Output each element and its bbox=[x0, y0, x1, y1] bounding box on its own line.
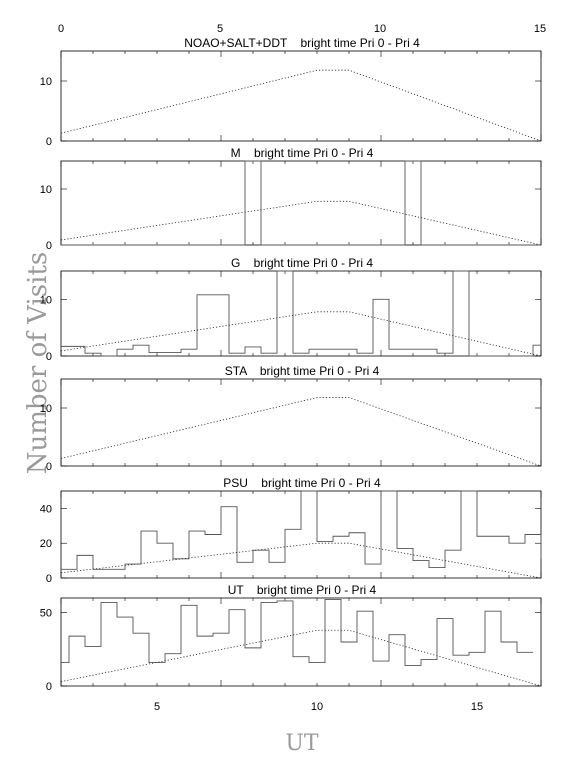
panel-title: G bright time Pri 0 - Pri 4 bbox=[231, 256, 373, 270]
expected-curve bbox=[60, 200, 542, 246]
panel: 0 10 STA bright time Pri 0 - Pri 4 bbox=[40, 364, 542, 473]
panel-frame bbox=[60, 160, 542, 246]
y-tick-label: 10 bbox=[40, 184, 52, 196]
y-tick-label: 0 bbox=[46, 136, 52, 148]
y-tick-label: 20 bbox=[40, 538, 52, 550]
y-tick-label: 0 bbox=[46, 573, 52, 585]
panel-title: M bright time Pri 0 - Pri 4 bbox=[231, 146, 374, 160]
top-axis-tick-label: 5 bbox=[217, 23, 223, 35]
histogram-series bbox=[61, 160, 541, 246]
y-tick-label: 0 bbox=[46, 240, 52, 252]
bottom-axis-tick-label: 10 bbox=[311, 701, 323, 713]
panel-frame bbox=[60, 270, 542, 357]
bottom-axis: 5 10 15 bbox=[154, 701, 483, 713]
top-axis-tick-label: 15 bbox=[534, 23, 546, 35]
panel-title: STA bright time Pri 0 - Pri 4 bbox=[225, 364, 380, 378]
panel-frame bbox=[60, 378, 542, 467]
bottom-axis-tick-label: 15 bbox=[471, 701, 483, 713]
expected-curve bbox=[60, 542, 542, 579]
top-axis-tick-label: 10 bbox=[374, 23, 386, 35]
panel: 0 10 NOAO+SALT+DDT bright time Pri 0 - Pri… bbox=[40, 36, 542, 148]
panel: 0 20 40 PSU bright time Pri 0 - Pri 4 bbox=[40, 476, 542, 585]
panels: 0 10 NOAO+SALT+DDT bright time Pri 0 - Pri… bbox=[40, 36, 542, 693]
top-axis-tick-label: 0 bbox=[58, 23, 64, 35]
y-tick-label: 0 bbox=[46, 681, 52, 693]
y-tick-label: 0 bbox=[46, 351, 52, 363]
bottom-axis-tick-label: 5 bbox=[154, 701, 160, 713]
y-tick-label: 40 bbox=[40, 503, 52, 515]
panel-frame bbox=[60, 597, 542, 687]
panel: 0 10 M bright time Pri 0 - Pri 4 bbox=[40, 146, 542, 252]
panel-title: PSU bright time Pri 0 - Pri 4 bbox=[223, 476, 381, 490]
panel: 0 50 UT bright time Pri 0 - Pri 4 bbox=[40, 583, 542, 693]
y-tick-label: 50 bbox=[40, 608, 52, 620]
histogram-series bbox=[61, 270, 541, 357]
y-tick-label: 10 bbox=[40, 294, 52, 306]
panel-frame bbox=[60, 50, 542, 142]
panel-title: UT bright time Pri 0 - Pri 4 bbox=[228, 583, 377, 597]
panel-title: NOAO+SALT+DDT bright time Pri 0 - Pri 4 bbox=[184, 36, 420, 50]
y-tick-label: 10 bbox=[40, 403, 52, 415]
expected-curve bbox=[60, 69, 542, 142]
y-axis-label: Number of Visits bbox=[23, 252, 53, 475]
x-axis-label: UT bbox=[285, 731, 319, 756]
panel: 0 10 G bright time Pri 0 - Pri 4 bbox=[40, 256, 542, 363]
expected-curve bbox=[60, 629, 542, 687]
histogram-series bbox=[61, 599, 533, 666]
histogram-series bbox=[61, 490, 542, 570]
y-tick-label: 0 bbox=[46, 461, 52, 473]
top-axis: 0 5 10 15 bbox=[58, 23, 546, 35]
expected-curve bbox=[60, 397, 542, 467]
y-tick-label: 10 bbox=[40, 76, 52, 88]
